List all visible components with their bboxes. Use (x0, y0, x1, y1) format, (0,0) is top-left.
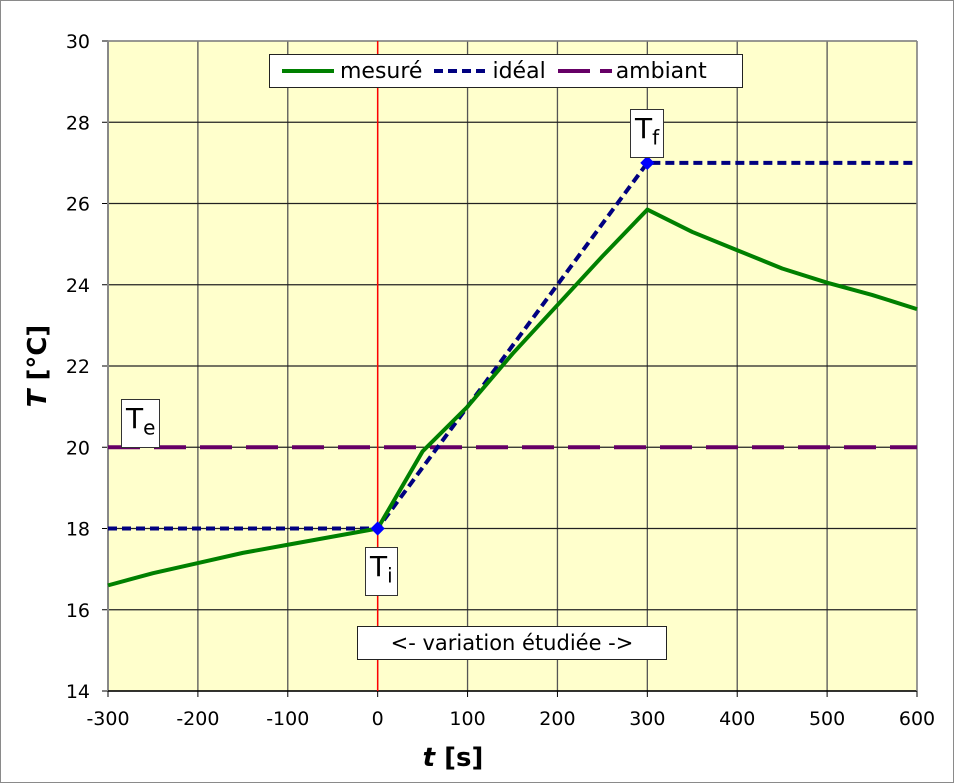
label-te-sub: e (143, 415, 156, 440)
ideal-point-marker (370, 521, 385, 536)
label-te: Te (121, 399, 161, 448)
x-tick-label: 100 (449, 708, 485, 730)
x-tick-label: 200 (539, 708, 575, 730)
x-tick-label: -200 (176, 708, 219, 730)
label-ti-main: T (370, 550, 388, 583)
label-tf-main: T (635, 112, 653, 145)
legend-item-measured: mesuré (280, 59, 422, 84)
x-tick-label: 300 (629, 708, 665, 730)
variation-annotation: <- variation étudiée -> (357, 626, 667, 660)
legend-label: mesuré (340, 58, 423, 84)
y-tick-label: 28 (66, 112, 90, 134)
series-dashed-line (108, 160, 917, 531)
label-ti-sub: i (387, 563, 393, 588)
x-tick-label: 600 (899, 708, 935, 730)
x-tick-label: 0 (372, 708, 384, 730)
y-tick-label: 24 (66, 275, 90, 297)
x-tick-label: 500 (809, 708, 845, 730)
ideal-point-marker (640, 155, 655, 170)
legend-item-ambient: ambiant (556, 59, 707, 84)
legend-label: ambiant (615, 58, 707, 84)
y-tick-label: 22 (66, 356, 90, 378)
y-tick-label: 30 (66, 31, 90, 53)
y-tick-label: 14 (66, 681, 90, 703)
label-ti: Ti (365, 547, 398, 596)
y-tick-label: 18 (66, 519, 90, 541)
legend-label: idéal (492, 58, 546, 84)
y-axis-label: T [°C] (23, 325, 53, 408)
series-solid-line (107, 207, 918, 588)
longdash-line-icon (557, 69, 612, 73)
x-tick-label: 400 (719, 708, 755, 730)
solid-line-icon (282, 69, 334, 73)
y-tick-label: 26 (66, 194, 90, 216)
label-te-main: T (126, 402, 144, 435)
label-tf: Tf (630, 109, 665, 158)
x-axis-label: t [s] (423, 743, 484, 773)
y-tick-label: 20 (66, 437, 90, 459)
y-tick-label: 16 (66, 600, 90, 622)
x-tick-label: -300 (86, 708, 129, 730)
dashed-line-icon (434, 69, 489, 73)
legend: mesuré idéal ambiant (269, 54, 743, 88)
legend-item-ideal: idéal (432, 58, 546, 84)
x-tick-label: -100 (266, 708, 309, 730)
label-tf-sub: f (652, 125, 660, 150)
